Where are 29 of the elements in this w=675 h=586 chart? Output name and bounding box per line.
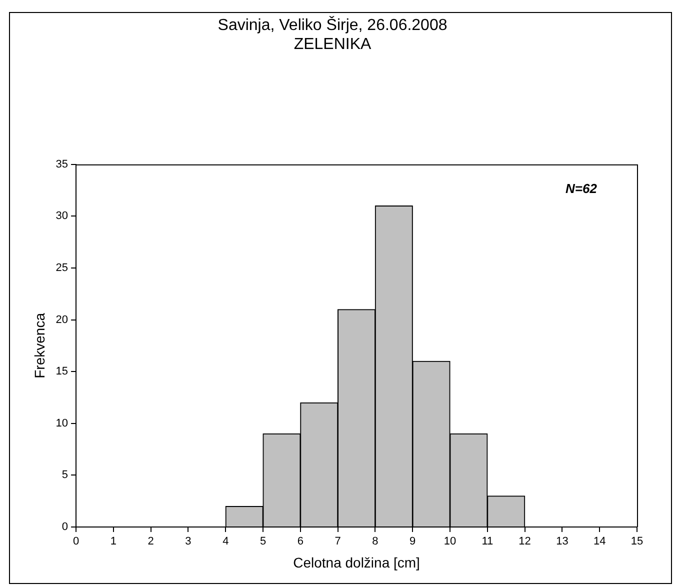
y-axis-title: Frekvenca xyxy=(31,312,48,378)
x-tick-label: 5 xyxy=(260,536,266,548)
x-tick-label: 3 xyxy=(185,536,192,548)
y-tick-label: 35 xyxy=(56,158,68,170)
x-tick-label: 11 xyxy=(482,536,494,548)
x-tick-label: 2 xyxy=(148,536,154,548)
chart-title: Savinja, Veliko Širje, 26.06.2008 xyxy=(218,16,448,34)
x-tick-label: 1 xyxy=(110,536,116,548)
x-tick-label: 14 xyxy=(593,536,606,548)
chart-subtitle: ZELENIKA xyxy=(294,36,372,54)
y-tick-label: 25 xyxy=(56,262,68,274)
x-tick-label: 10 xyxy=(444,536,456,548)
x-tick-label: 12 xyxy=(518,536,531,548)
x-tick-label: 4 xyxy=(222,536,229,548)
annotation: N=62 xyxy=(566,180,598,196)
y-tick-label: 5 xyxy=(62,469,68,482)
x-tick-label: 0 xyxy=(72,536,80,548)
y-tick-label: 30 xyxy=(56,210,68,222)
y-tick-label: 20 xyxy=(56,314,68,326)
x-tick-label: 15 xyxy=(630,536,644,548)
x-tick-label: 9 xyxy=(410,536,416,548)
y-tick-label: 0 xyxy=(62,521,68,534)
y-tick-label: 15 xyxy=(56,366,68,378)
x-axis-title: Celotna dolžina [cm] xyxy=(293,554,420,570)
x-tick-label: 8 xyxy=(372,536,378,548)
y-tick-label: 10 xyxy=(56,417,68,430)
x-tick-label: 6 xyxy=(297,536,304,548)
x-tick-label: 13 xyxy=(556,536,568,548)
x-tick-label: 7 xyxy=(334,536,341,548)
